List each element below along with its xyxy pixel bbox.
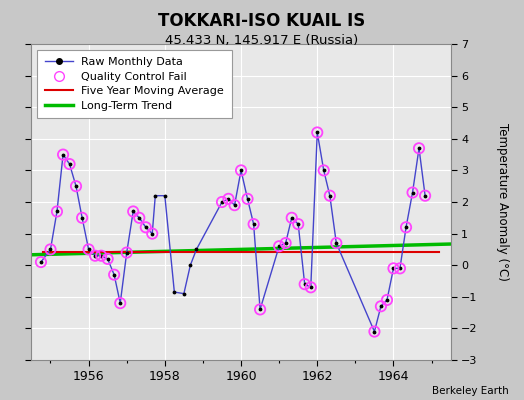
Y-axis label: Temperature Anomaly (°C): Temperature Anomaly (°C): [496, 123, 509, 281]
Point: [332, 240, 341, 246]
Point: [275, 243, 283, 250]
Point: [377, 303, 385, 310]
Point: [307, 284, 315, 290]
Point: [97, 252, 105, 259]
Point: [383, 297, 391, 303]
Point: [129, 208, 137, 215]
Legend: Raw Monthly Data, Quality Control Fail, Five Year Moving Average, Long-Term Tren: Raw Monthly Data, Quality Control Fail, …: [37, 50, 232, 118]
Point: [110, 272, 118, 278]
Point: [53, 208, 61, 215]
Point: [249, 221, 258, 227]
Point: [46, 246, 54, 253]
Point: [421, 192, 429, 199]
Point: [116, 300, 124, 306]
Point: [135, 214, 144, 221]
Text: Berkeley Earth: Berkeley Earth: [432, 386, 508, 396]
Point: [148, 230, 157, 237]
Point: [37, 259, 45, 265]
Point: [224, 196, 233, 202]
Point: [396, 265, 404, 272]
Point: [243, 196, 252, 202]
Point: [256, 306, 264, 313]
Point: [294, 221, 302, 227]
Point: [72, 183, 80, 189]
Point: [300, 281, 309, 287]
Point: [91, 252, 99, 259]
Text: TOKKARI-ISO KUAIL IS: TOKKARI-ISO KUAIL IS: [158, 12, 366, 30]
Point: [123, 249, 131, 256]
Point: [218, 199, 226, 205]
Text: 45.433 N, 145.917 E (Russia): 45.433 N, 145.917 E (Russia): [166, 34, 358, 47]
Point: [370, 328, 379, 335]
Point: [231, 202, 239, 208]
Point: [402, 224, 410, 230]
Point: [389, 265, 398, 272]
Point: [408, 189, 417, 196]
Point: [281, 240, 290, 246]
Point: [237, 167, 245, 174]
Point: [78, 214, 86, 221]
Point: [84, 246, 93, 253]
Point: [288, 214, 296, 221]
Point: [325, 192, 334, 199]
Point: [313, 129, 321, 136]
Point: [59, 151, 67, 158]
Point: [141, 224, 150, 230]
Point: [103, 256, 112, 262]
Point: [415, 145, 423, 152]
Point: [320, 167, 328, 174]
Point: [66, 161, 74, 167]
